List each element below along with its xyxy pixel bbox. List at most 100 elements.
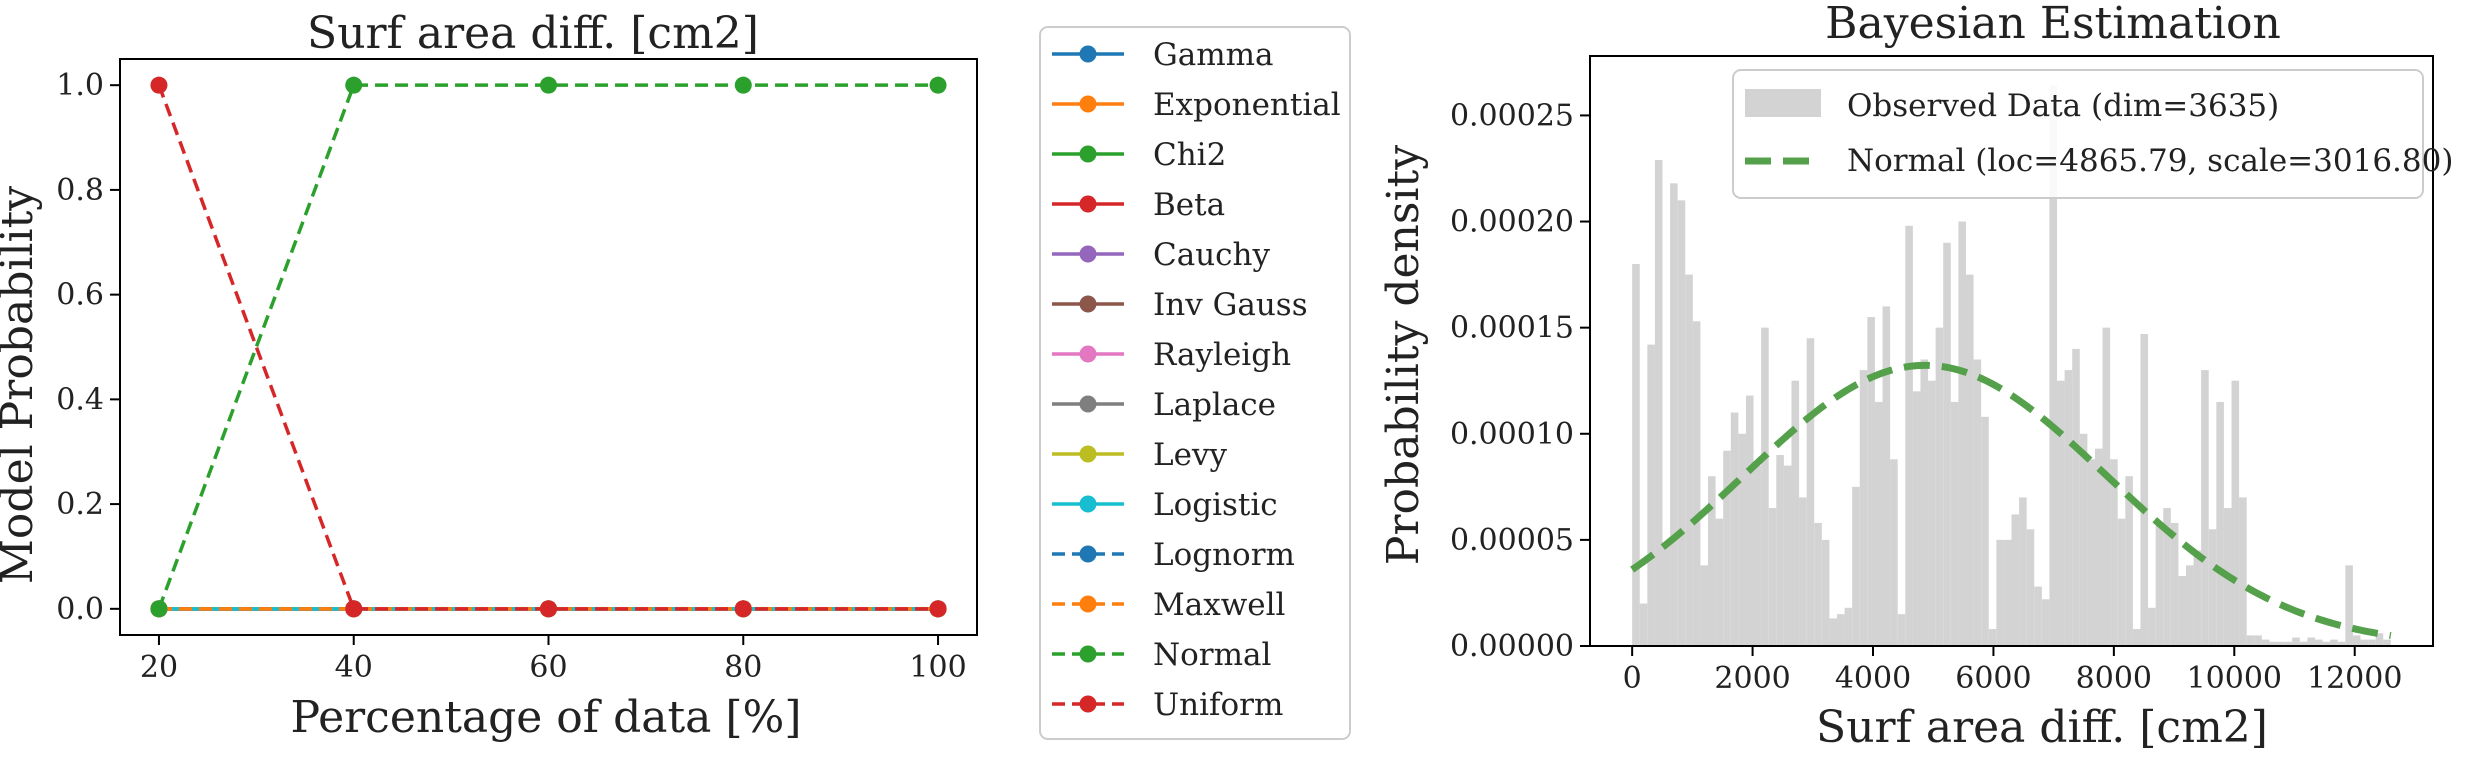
left-series-lines bbox=[150, 76, 947, 618]
legend-label-lognorm: Lognorm bbox=[1153, 537, 1295, 573]
data-point-uniform bbox=[540, 600, 557, 618]
histogram-bar bbox=[1943, 242, 1951, 647]
data-point-uniform bbox=[734, 600, 752, 618]
histogram-bar bbox=[2079, 433, 2088, 646]
right-y-tick-label: 0.00020 bbox=[1450, 205, 1574, 240]
histogram-bar bbox=[1685, 274, 1693, 646]
data-point-normal bbox=[150, 600, 168, 618]
legend-marker-cauchy bbox=[1079, 245, 1097, 263]
histogram-bar bbox=[1738, 433, 1746, 646]
histogram-bar bbox=[1799, 497, 1807, 646]
histogram-bar bbox=[2330, 639, 2338, 646]
histogram-bar bbox=[2170, 522, 2179, 646]
histogram-bar bbox=[1692, 321, 1701, 646]
series-line-normal bbox=[157, 83, 939, 610]
legend-label-chi2: Chi2 bbox=[1153, 137, 1226, 173]
legend-label-logistic: Logistic bbox=[1153, 487, 1278, 523]
right-x-tick-label: 2000 bbox=[1714, 661, 1790, 696]
left-y-tick-label: 0.0 bbox=[56, 592, 104, 627]
histogram-bar bbox=[1859, 370, 1868, 646]
legend-label-laplace: Laplace bbox=[1153, 387, 1276, 423]
legend-label-rayleigh: Rayleigh bbox=[1153, 337, 1291, 373]
histogram-bar bbox=[2132, 629, 2141, 646]
model-probability-chart: Surf area diff. [cm2] Model Probability … bbox=[0, 8, 978, 743]
histogram-bar bbox=[2026, 529, 2035, 646]
histogram-bar bbox=[2094, 448, 2103, 646]
histogram-bar bbox=[1753, 465, 1762, 646]
legend-label-normal: Normal bbox=[1153, 637, 1271, 673]
histogram-bar bbox=[1700, 565, 1709, 646]
histogram-bar bbox=[2117, 518, 2126, 646]
legend-label-maxwell: Maxwell bbox=[1153, 587, 1285, 623]
histogram-bar bbox=[1761, 327, 1769, 646]
histogram-bar bbox=[2041, 599, 2050, 646]
histogram-bar bbox=[2011, 514, 2020, 646]
histogram-bar bbox=[2231, 380, 2240, 646]
histogram-bar bbox=[1730, 412, 1739, 646]
histogram-bar bbox=[1981, 416, 1989, 646]
histogram-bar bbox=[1662, 544, 1671, 646]
data-point-normal bbox=[540, 76, 557, 94]
series-line-uniform bbox=[157, 84, 939, 611]
histogram-bar bbox=[2292, 637, 2300, 646]
histogram-bar bbox=[1708, 476, 1716, 646]
model-legend: Gamma Exponential Chi2 Beta Cauchy Inv Gauss R… bbox=[1039, 26, 1351, 740]
histogram-bar bbox=[1928, 380, 1936, 646]
legend-marker-inv-gauss bbox=[1079, 295, 1097, 313]
histogram-bar bbox=[2261, 639, 2270, 646]
left-plot-frame bbox=[119, 58, 978, 636]
histogram-bar bbox=[2314, 639, 2323, 646]
histogram-bar bbox=[2239, 497, 2247, 646]
histogram-bar bbox=[2003, 539, 2012, 646]
right-y-tick-label: 0.00025 bbox=[1450, 98, 1574, 133]
left-x-tick-label: 20 bbox=[140, 650, 178, 685]
right-x-tick-label: 4000 bbox=[1835, 661, 1911, 696]
histogram-bar bbox=[1844, 607, 1853, 646]
histogram-bar bbox=[2360, 639, 2369, 646]
left-y-tick-label: 1.0 bbox=[56, 68, 104, 103]
histogram-bar bbox=[2049, 85, 2058, 647]
right-x-tick-label: 8000 bbox=[2076, 661, 2152, 696]
legend-item-laplace: Laplace bbox=[1052, 387, 1276, 423]
histogram-bar bbox=[2208, 529, 2217, 646]
bayesian-estimation-chart: Bayesian Estimation Probability density … bbox=[1378, 0, 2453, 753]
histogram-bar bbox=[1874, 401, 1883, 646]
histogram-bar bbox=[1821, 539, 1830, 646]
data-point-normal bbox=[345, 76, 363, 94]
legend-label-gamma: Gamma bbox=[1153, 37, 1274, 73]
histogram-bar bbox=[1965, 274, 1974, 646]
legend-label-cauchy: Cauchy bbox=[1153, 237, 1270, 273]
bayesian-legend: Observed Data (dim=3635) Normal (loc=486… bbox=[1732, 69, 2453, 199]
right-y-tick-label: 0.00000 bbox=[1450, 629, 1574, 664]
histogram-bar bbox=[1920, 359, 1929, 646]
histogram-bar bbox=[2368, 639, 2376, 646]
legend-histogram-label: Observed Data (dim=3635) bbox=[1847, 88, 2279, 124]
histogram-bar bbox=[1639, 603, 1648, 646]
legend-marker-chi2 bbox=[1079, 145, 1097, 163]
legend-item-inv-gauss: Inv Gauss bbox=[1052, 287, 1308, 323]
left-axis-ticks: 0.0 0.2 0.4 0.6 0.8 1.0 20 40 60 80 100 bbox=[56, 68, 966, 685]
left-x-tick-label: 80 bbox=[724, 650, 762, 685]
legend-item-cauchy: Cauchy bbox=[1052, 237, 1270, 273]
histogram-bar bbox=[1890, 459, 1898, 646]
histogram-bar bbox=[1632, 263, 1640, 646]
histogram-bar bbox=[1950, 401, 1959, 646]
histogram-bar bbox=[2269, 641, 2278, 646]
legend-item-beta: Beta bbox=[1052, 187, 1225, 223]
histogram-bar bbox=[2277, 641, 2285, 646]
right-x-tick-label: 6000 bbox=[1955, 661, 2031, 696]
histogram-bar bbox=[1897, 614, 1906, 646]
histogram-bar bbox=[1654, 159, 1663, 647]
histogram-bar bbox=[2110, 459, 2118, 646]
right-x-tick-label: 10000 bbox=[2187, 661, 2282, 696]
right-x-axis-label: Surf area diff. [cm2] bbox=[1816, 702, 2268, 753]
legend-fit-label: Normal (loc=4865.79, scale=3016.80) bbox=[1847, 143, 2453, 179]
histogram-bar bbox=[2345, 565, 2353, 646]
legend-marker-laplace bbox=[1079, 395, 1097, 413]
series-uniform bbox=[150, 76, 947, 618]
histogram-bar bbox=[2201, 370, 2209, 646]
bayesian-legend-box bbox=[1732, 69, 2424, 199]
legend-item-logistic: Logistic bbox=[1052, 487, 1278, 523]
data-point-normal bbox=[734, 76, 752, 94]
legend-marker-uniform bbox=[1079, 695, 1097, 713]
